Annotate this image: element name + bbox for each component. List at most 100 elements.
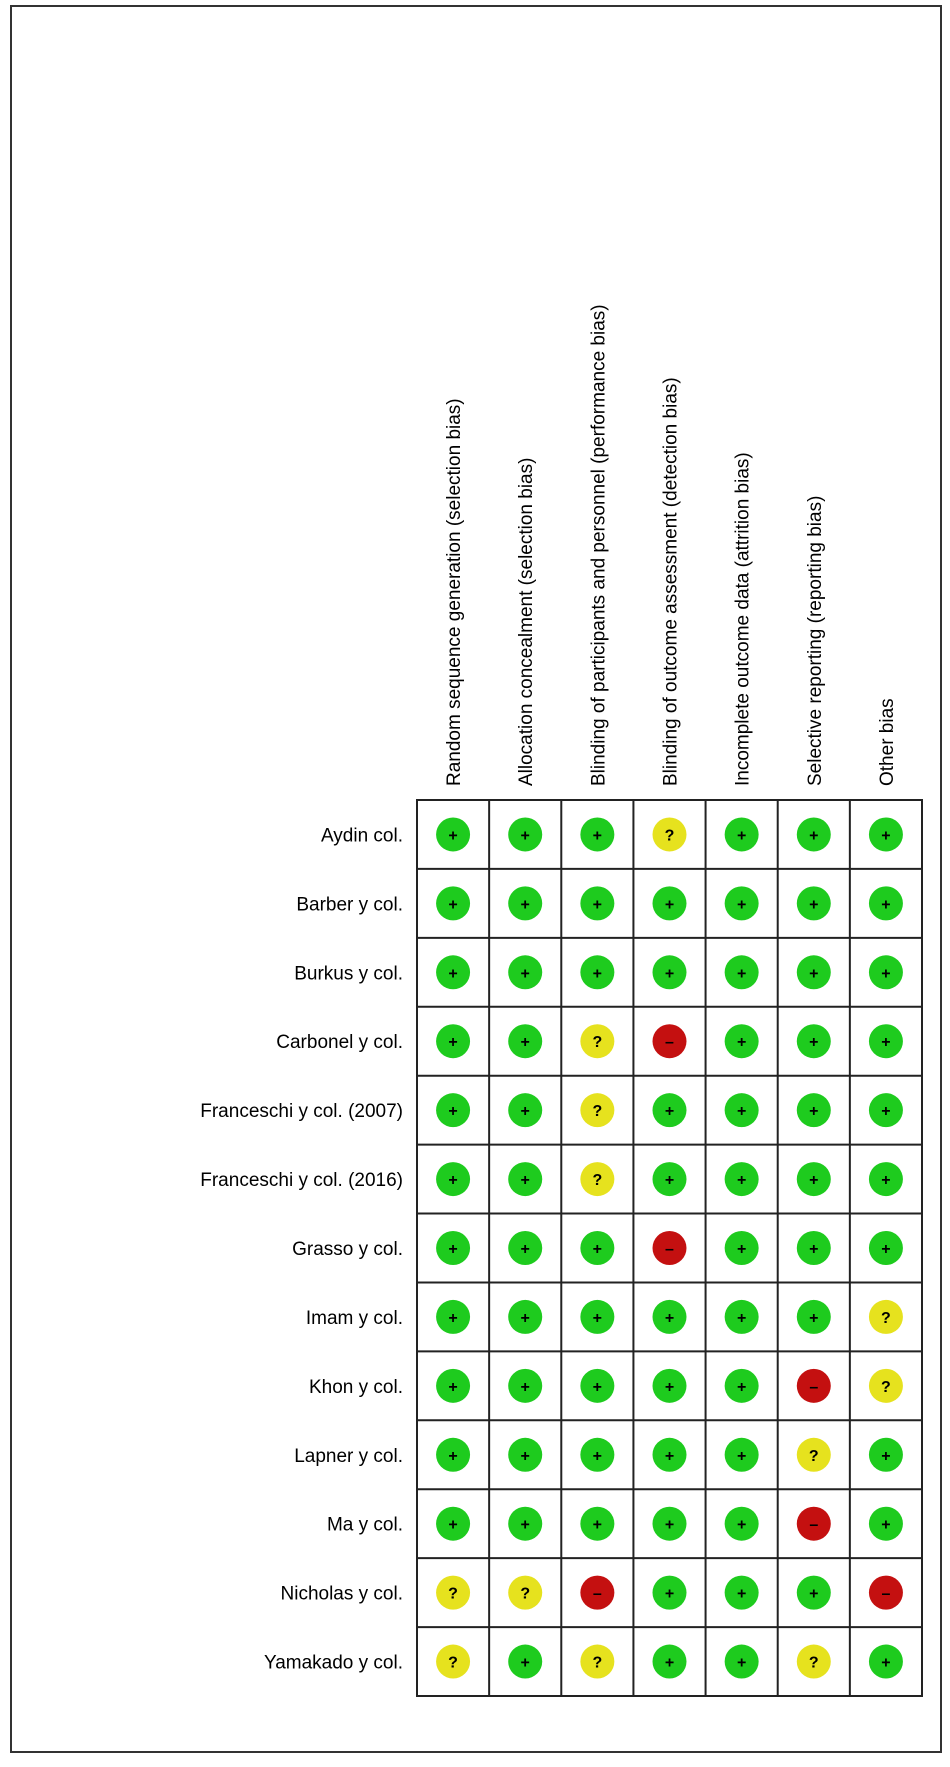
judgement-symbol: + xyxy=(737,1448,746,1465)
judgement-symbol: + xyxy=(809,965,818,982)
judgement-dot xyxy=(724,1506,759,1541)
judgement-symbol: + xyxy=(737,965,746,982)
judgement-dot xyxy=(436,1368,471,1403)
judgement-symbol: + xyxy=(448,1241,457,1258)
judgement-symbol: + xyxy=(593,1448,602,1465)
judgement-symbol: + xyxy=(809,1103,818,1120)
judgement-symbol: ? xyxy=(809,1448,819,1465)
judgement-symbol: + xyxy=(737,1379,746,1396)
judgement-dot xyxy=(868,1368,903,1403)
judgement-symbol: + xyxy=(521,1103,530,1120)
judgement-symbol: + xyxy=(881,1241,890,1258)
judgement-symbol: + xyxy=(809,1034,818,1051)
judgement-dot xyxy=(580,1162,615,1197)
column-header: Blinding of participants and personnel (… xyxy=(588,304,609,786)
judgement-dot xyxy=(724,886,759,921)
judgement-symbol: ? xyxy=(520,1586,530,1603)
judgement-symbol: + xyxy=(665,1310,674,1327)
judgement-symbol: + xyxy=(665,1172,674,1189)
judgement-symbol: + xyxy=(881,896,890,913)
judgement-symbol: + xyxy=(665,1379,674,1396)
judgement-dot xyxy=(724,1024,759,1059)
judgement-dot xyxy=(580,1506,615,1541)
judgement-dot xyxy=(652,1506,687,1541)
column-header: Blinding of outcome assessment (detectio… xyxy=(661,377,682,786)
judgement-symbol: + xyxy=(665,965,674,982)
judgement-symbol: + xyxy=(881,965,890,982)
judgement-symbol: + xyxy=(737,1310,746,1327)
judgement-dot xyxy=(652,817,687,852)
judgement-symbol: + xyxy=(809,1241,818,1258)
judgement-dot xyxy=(580,1368,615,1403)
judgement-symbol: + xyxy=(737,1034,746,1051)
judgement-dot xyxy=(580,1575,615,1610)
judgement-dot xyxy=(724,1437,759,1472)
judgement-dot xyxy=(796,817,831,852)
judgement-dot xyxy=(508,886,543,921)
judgement-symbol: ? xyxy=(592,1172,602,1189)
judgement-symbol: – xyxy=(593,1586,602,1603)
judgement-dot xyxy=(868,1024,903,1059)
judgement-symbol: + xyxy=(521,1655,530,1672)
judgement-dot xyxy=(580,1024,615,1059)
judgement-symbol: + xyxy=(521,896,530,913)
judgement-symbol: + xyxy=(881,1448,890,1465)
judgement-dot xyxy=(652,1093,687,1128)
column-header: Selective reporting (reporting bias) xyxy=(805,496,826,786)
judgement-dot xyxy=(580,1299,615,1334)
judgement-symbol: + xyxy=(737,1586,746,1603)
judgement-dot xyxy=(868,1506,903,1541)
judgement-symbol: – xyxy=(809,1517,818,1534)
judgement-dot xyxy=(508,1093,543,1128)
judgement-dot xyxy=(652,1368,687,1403)
judgement-dot xyxy=(436,817,471,852)
judgement-dot xyxy=(652,1575,687,1610)
study-label: Aydin col. xyxy=(321,825,403,846)
judgement-dot xyxy=(652,955,687,990)
judgement-symbol: + xyxy=(881,1172,890,1189)
judgement-dot xyxy=(436,1231,471,1265)
judgement-symbol: ? xyxy=(881,1379,891,1396)
judgement-symbol: + xyxy=(881,1517,890,1534)
judgement-dot xyxy=(436,886,471,921)
judgement-symbol: + xyxy=(521,1310,530,1327)
judgement-symbol: + xyxy=(593,827,602,844)
judgement-symbol: + xyxy=(593,965,602,982)
judgement-symbol: + xyxy=(593,1310,602,1327)
judgement-dot xyxy=(652,1644,687,1679)
judgement-symbol: + xyxy=(448,1517,457,1534)
judgement-dot xyxy=(724,1575,759,1610)
judgement-symbol: + xyxy=(881,1103,890,1120)
judgement-dot xyxy=(796,1506,831,1541)
judgement-dot xyxy=(652,1162,687,1197)
study-label: Lapner y col. xyxy=(294,1446,403,1467)
study-label: Carbonel y col. xyxy=(276,1032,403,1053)
judgement-symbol: + xyxy=(737,827,746,844)
judgement-symbol: ? xyxy=(448,1655,458,1672)
judgement-symbol: + xyxy=(665,1517,674,1534)
judgement-symbol: – xyxy=(809,1379,818,1396)
judgement-dot xyxy=(724,1368,759,1403)
judgement-dot xyxy=(580,1644,615,1679)
judgement-dot xyxy=(436,1575,471,1610)
study-label: Yamakado y col. xyxy=(264,1653,403,1674)
judgement-dot xyxy=(508,1575,543,1610)
judgement-dot xyxy=(436,1506,471,1541)
judgement-dot xyxy=(580,1231,615,1265)
judgement-symbol: + xyxy=(448,1103,457,1120)
judgement-dot xyxy=(436,1093,471,1128)
judgement-symbol: + xyxy=(809,827,818,844)
judgement-dot xyxy=(868,886,903,921)
judgement-dot xyxy=(580,886,615,921)
judgement-dot xyxy=(796,955,831,990)
judgement-symbol: + xyxy=(521,965,530,982)
judgement-dot xyxy=(724,1299,759,1334)
judgement-dot xyxy=(868,955,903,990)
judgement-symbol: + xyxy=(881,827,890,844)
judgement-dot xyxy=(508,817,543,852)
judgement-dot xyxy=(508,1231,543,1265)
judgement-dot xyxy=(796,1644,831,1679)
judgement-dot xyxy=(724,1162,759,1197)
judgement-symbol: + xyxy=(665,1103,674,1120)
